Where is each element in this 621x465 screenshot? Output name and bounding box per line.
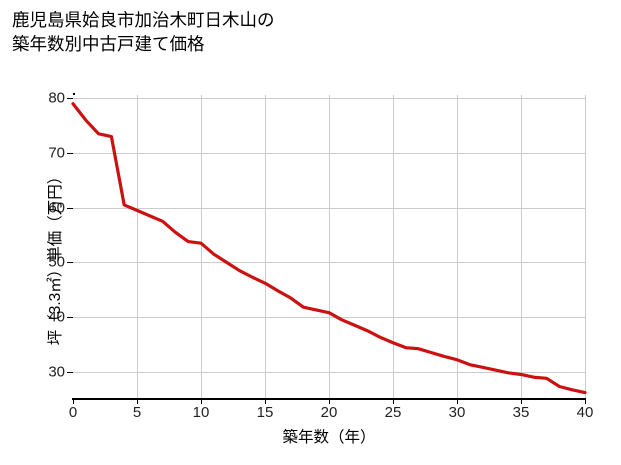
x-axis-label: 築年数（年） — [282, 429, 376, 446]
y-tick-40 — [67, 317, 73, 319]
gridline-x-10 — [201, 95, 202, 398]
plot-area — [73, 95, 586, 398]
y-tick-70 — [67, 152, 73, 154]
x-tick-label-25: 25 — [384, 404, 402, 421]
x-tick-15 — [265, 399, 266, 404]
gridline-x-40 — [585, 95, 586, 398]
x-tick-30 — [457, 399, 458, 404]
gridline-x-25 — [393, 95, 394, 398]
x-tick-0 — [73, 399, 74, 404]
y-axis-label: 坪（3.3㎡）単価（万円） — [47, 168, 64, 346]
y-tick-80 — [67, 98, 73, 100]
x-tick-label-20: 20 — [320, 404, 338, 421]
page-title: 鹿児島県姶良市加治木町日木山の 築年数別中古戸建て価格 — [12, 10, 275, 55]
x-tick-label-5: 5 — [132, 404, 142, 421]
x-tick-label-0: 0 — [68, 404, 78, 421]
y-tick-label-50: 50 — [48, 253, 65, 271]
y-tick-label-70: 70 — [48, 144, 65, 162]
gridline-x-30 — [457, 95, 458, 398]
x-tick-25 — [393, 399, 394, 404]
x-tick-label-35: 35 — [512, 404, 530, 421]
x-tick-5 — [137, 399, 138, 404]
gridline-x-15 — [265, 95, 266, 398]
x-tick-label-40: 40 — [576, 404, 594, 421]
x-tick-label-30: 30 — [448, 404, 466, 421]
x-tick-10 — [201, 399, 202, 404]
x-tick-20 — [329, 399, 330, 404]
gridline-x-35 — [521, 95, 522, 398]
y-tick-label-60: 60 — [48, 199, 65, 217]
y-tick-30 — [67, 371, 73, 373]
y-tick-50 — [67, 262, 73, 264]
y-tick-60 — [67, 207, 73, 209]
x-tick-35 — [521, 399, 522, 404]
gridline-x-20 — [329, 95, 330, 398]
y-tick-label-80: 80 — [48, 89, 65, 107]
x-tick-label-10: 10 — [192, 404, 210, 421]
y-tick-label-40: 40 — [48, 308, 65, 326]
y-tick-label-30: 30 — [48, 363, 65, 381]
x-tick-label-15: 15 — [256, 404, 274, 421]
x-tick-40 — [585, 399, 586, 404]
gridline-x-5 — [137, 95, 138, 398]
